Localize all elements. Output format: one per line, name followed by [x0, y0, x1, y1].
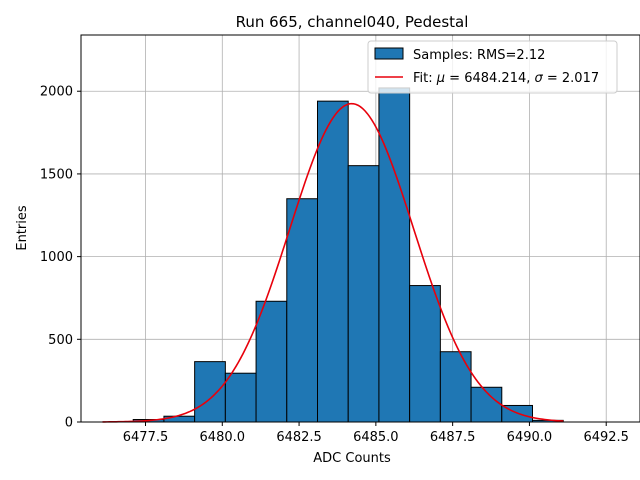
y-tick-label-4: 2000 — [40, 85, 73, 100]
x-tick-label-1: 6480.0 — [200, 430, 246, 445]
histogram-bar-3 — [224, 372, 257, 423]
x-tick-label-3: 6485.0 — [353, 430, 399, 445]
legend-fit-label: Fit: μ = 6484.214, σ = 2.017 — [413, 71, 599, 86]
y-tick-label-3: 1500 — [40, 167, 73, 182]
histogram-bar-9 — [409, 285, 441, 423]
x-tick-label-4: 6487.5 — [430, 430, 476, 445]
chart-title: Run 665, channel040, Pedestal — [236, 13, 469, 31]
y-tick-label-1: 500 — [48, 333, 73, 348]
histogram-bar-7 — [347, 165, 380, 423]
legend-fit-mu-value: = 6484.214, — [445, 71, 534, 86]
x-tick-label-5: 6490.0 — [507, 430, 553, 445]
legend-fit-mu-symbol: μ — [436, 71, 445, 86]
x-tick-label-0: 6477.5 — [123, 430, 169, 445]
y-axis-ticks: 0 500 1000 1500 2000 — [40, 85, 81, 431]
x-axis-ticks: 6477.5 6480.0 6482.5 6485.0 6487.5 6490.0 6492… — [123, 422, 629, 445]
legend-samples-label: Samples: RMS=2.12 — [413, 48, 545, 63]
histogram-bar-10 — [439, 351, 472, 423]
plot-frame — [80, 34, 640, 423]
y-tick-label-0: 0 — [65, 416, 73, 431]
histogram-bar-1 — [163, 415, 196, 423]
x-tick-label-2: 6482.5 — [276, 430, 322, 445]
fit-curve — [102, 102, 564, 423]
legend-fit-sigma-symbol: σ — [535, 71, 544, 86]
histogram-bar-2 — [194, 361, 226, 423]
y-axis-label: Entries — [15, 205, 30, 251]
legend: Samples: RMS=2.12 Fit: μ = 6484.214, σ =… — [367, 40, 618, 94]
histogram-bar-8 — [378, 87, 411, 423]
y-tick-label-2: 1000 — [40, 250, 73, 265]
histogram-bar-4 — [255, 300, 288, 423]
histogram-bar-5 — [286, 198, 318, 423]
legend-fit-sigma-value: = 2.017 — [543, 71, 599, 86]
histogram-bar-6 — [317, 100, 349, 423]
x-tick-label-6: 6492.5 — [583, 430, 629, 445]
legend-samples-swatch — [374, 47, 404, 60]
legend-box — [367, 40, 618, 94]
x-axis-label: ADC Counts — [313, 451, 391, 466]
histogram-bars — [132, 87, 564, 423]
legend-fit-prefix: Fit: — [413, 71, 437, 86]
